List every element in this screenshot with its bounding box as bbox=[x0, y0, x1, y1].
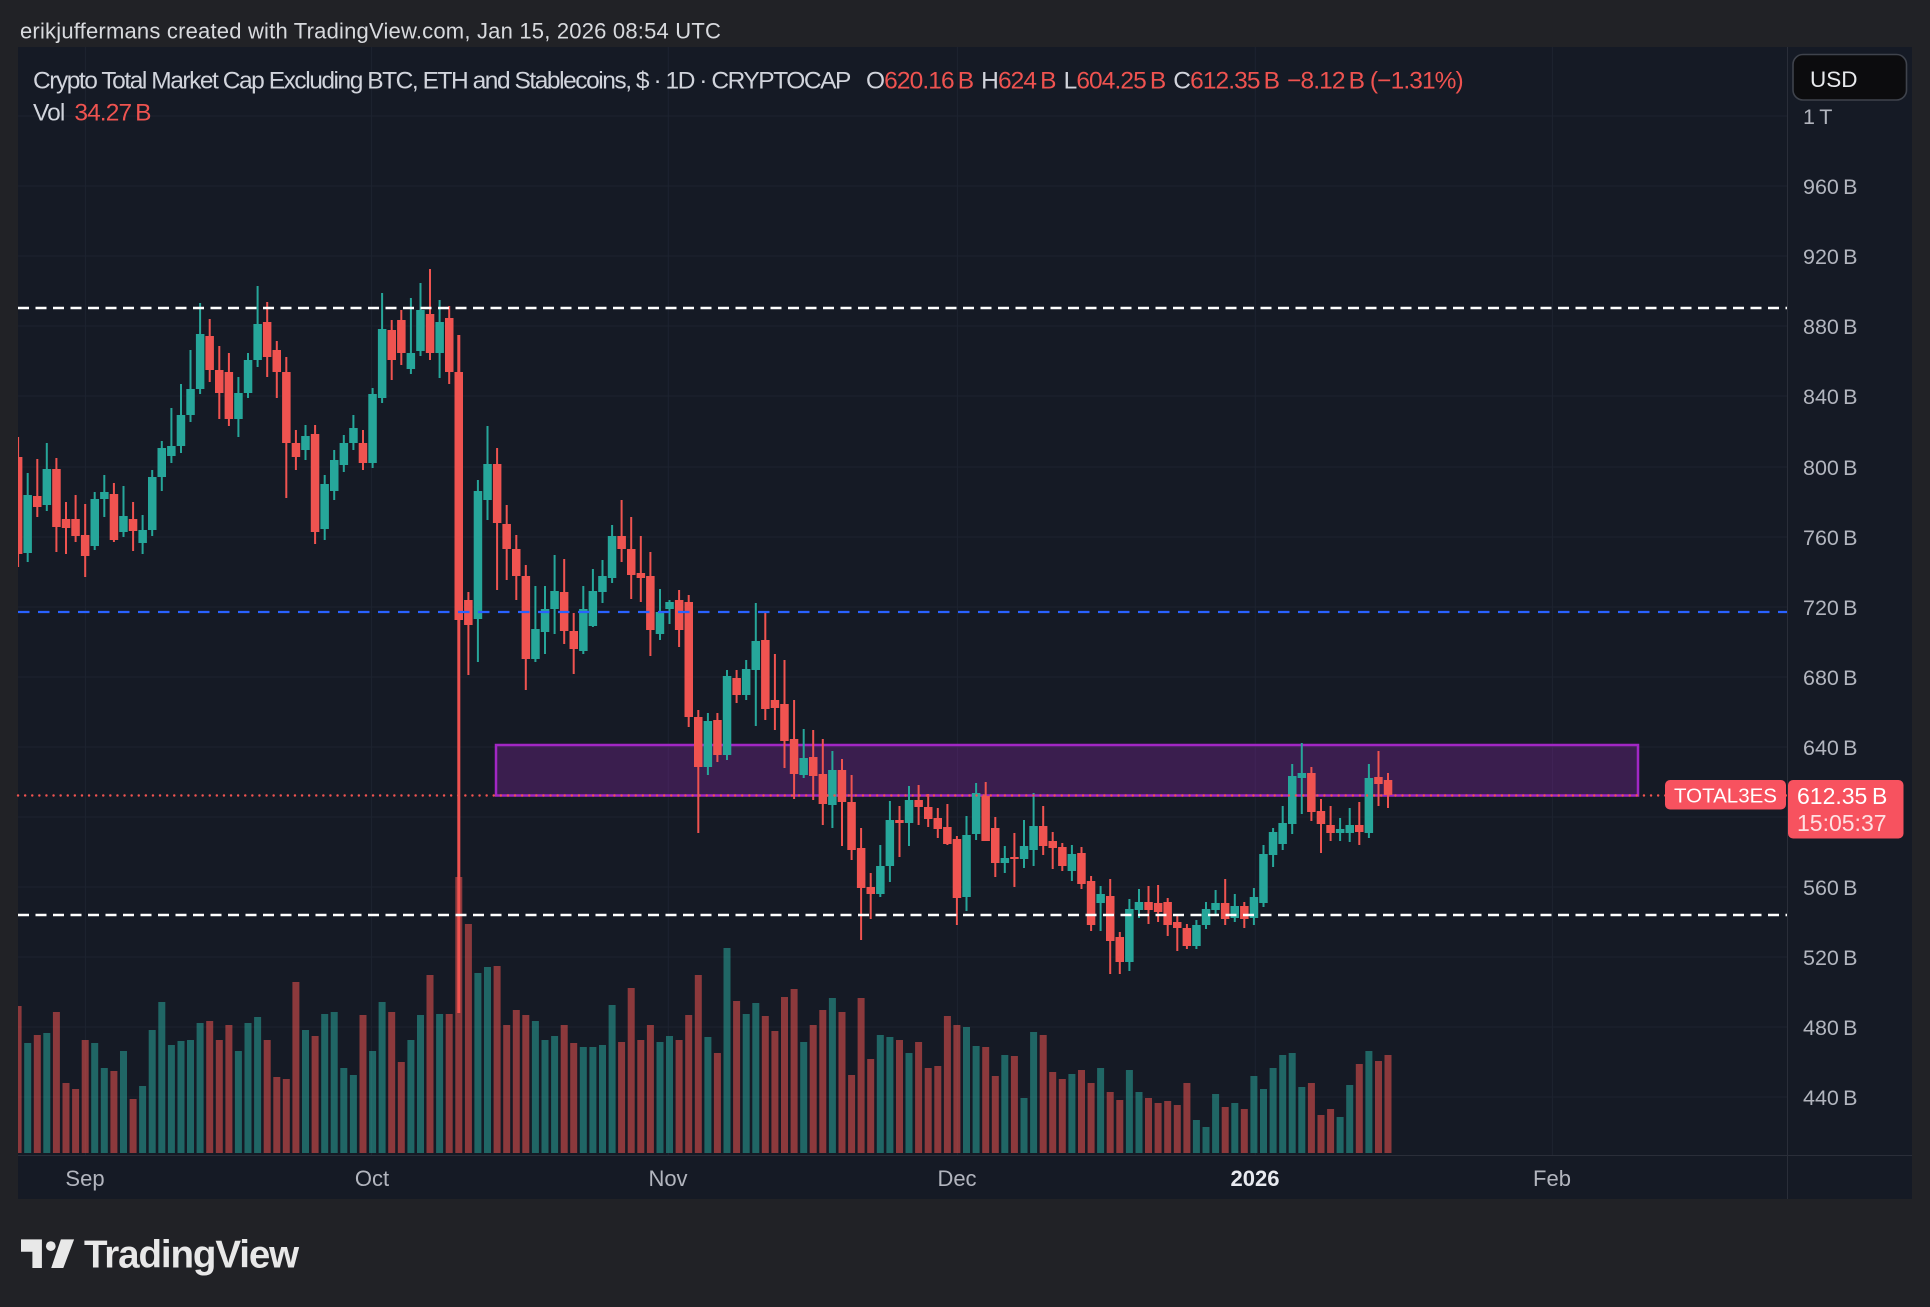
svg-text:680 B: 680 B bbox=[1803, 666, 1858, 690]
svg-text:Dec: Dec bbox=[937, 1166, 976, 1191]
svg-text:480 B: 480 B bbox=[1803, 1016, 1858, 1040]
svg-text:640 B: 640 B bbox=[1803, 736, 1858, 760]
svg-text:720 B: 720 B bbox=[1803, 596, 1858, 620]
svg-text:TradingView: TradingView bbox=[84, 1234, 300, 1277]
svg-text:2026: 2026 bbox=[1231, 1166, 1280, 1191]
svg-text:760 B: 760 B bbox=[1803, 526, 1858, 550]
svg-text:erikjuffermans created with Tr: erikjuffermans created with TradingView.… bbox=[20, 19, 721, 44]
svg-text:Sep: Sep bbox=[65, 1166, 104, 1191]
svg-text:Crypto Total Market Cap Exclud: Crypto Total Market Cap Excluding BTC, E… bbox=[33, 68, 851, 95]
svg-text:USD: USD bbox=[1810, 67, 1858, 92]
svg-text:960 B: 960 B bbox=[1803, 175, 1858, 199]
svg-text:840 B: 840 B bbox=[1803, 385, 1858, 409]
svg-text:TOTAL3ES: TOTAL3ES bbox=[1674, 785, 1777, 808]
svg-text:Oct: Oct bbox=[355, 1166, 389, 1191]
svg-text:880 B: 880 B bbox=[1803, 315, 1858, 339]
svg-text:800 B: 800 B bbox=[1803, 456, 1858, 480]
svg-text:440 B: 440 B bbox=[1803, 1086, 1858, 1110]
svg-text:15:05:37: 15:05:37 bbox=[1797, 810, 1887, 836]
svg-text:920 B: 920 B bbox=[1803, 245, 1858, 269]
svg-text:612.35 B: 612.35 B bbox=[1797, 783, 1887, 809]
svg-text:Feb: Feb bbox=[1533, 1166, 1571, 1191]
svg-text:560 B: 560 B bbox=[1803, 876, 1858, 900]
svg-text:1 T: 1 T bbox=[1803, 105, 1832, 129]
svg-text:Nov: Nov bbox=[648, 1166, 687, 1191]
svg-text:520 B: 520 B bbox=[1803, 946, 1858, 970]
